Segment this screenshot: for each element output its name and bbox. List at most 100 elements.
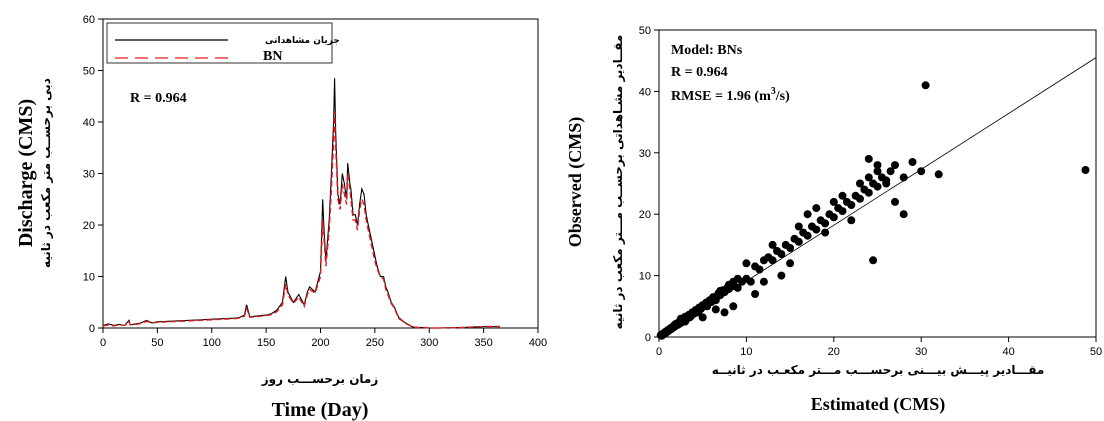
left-xtick-label: 0 [100,337,106,349]
right-xtick-label: 10 [740,346,752,358]
scatter-points [656,81,1090,340]
left-ytick-label: 60 [83,14,95,26]
legend-observed-label: جریان مشاهداتی [265,36,340,46]
scatter-point [864,154,873,163]
right-ytick-label: 10 [639,271,651,283]
right-chart: 0 10 20 30 40 50 0 10 20 30 40 50 Model: BNs R = 0.… [565,25,1102,415]
observed-series-line [102,78,500,329]
scatter-point [755,265,764,274]
left-ytick-label: 50 [83,66,95,78]
scatter-point [711,296,720,305]
scatter-point [864,173,873,182]
legend-box [106,22,333,64]
scatter-point [934,170,943,179]
left-ytick-label: 10 [83,272,95,284]
scatter-point [829,197,838,206]
left-ylabel-fa: دبی برحســب متر مکعب در ثانیه [39,78,53,268]
rmse-unit-tail: /s) [775,89,790,104]
scatter-point [838,207,847,216]
left-xtick-label: 400 [529,337,547,349]
scatter-point [768,240,777,249]
rmse-text: RMSE = 1.96 (m [671,89,771,104]
scatter-point [869,256,878,265]
left-series-lines [102,78,500,329]
right-xtick-label: 50 [1090,346,1102,358]
left-xtick-label: 100 [203,337,221,349]
right-ytick-label: 50 [639,25,651,37]
right-annotation-model: Model: BNs [671,43,743,58]
scatter-point [670,320,679,329]
right-ytick-label: 20 [639,209,651,221]
scatter-point [1081,166,1090,174]
scatter-point [729,277,738,286]
scatter-point [812,204,821,213]
scatter-point [729,302,738,311]
right-ylabel-fa: مقــادیر مشـاهداتی برحســب مـــتر مکعب د… [611,35,625,330]
left-xtick-label: 250 [366,337,384,349]
scatter-point [917,167,926,176]
right-plot-frame [658,29,1097,338]
right-xlabel: Estimated (CMS) [811,394,945,415]
scatter-point [856,194,864,203]
left-annotation-r: R = 0.964 [130,91,187,106]
rmse-exponent: 3 [771,86,776,97]
scatter-point [742,259,751,268]
right-ylabel: Observed (CMS) [565,117,586,247]
bn-series-line [102,111,500,329]
scatter-point [733,283,742,292]
scatter-point [856,179,864,188]
scatter-point [873,167,882,176]
scatter-point [873,182,882,191]
scatter-point [847,201,856,209]
scatter-point [891,161,899,170]
scatter-point [908,158,917,166]
scatter-point [803,231,812,240]
left-ytick-label: 30 [83,169,95,181]
scatter-point [777,250,786,259]
scatter-point [821,228,830,237]
scatter-point [838,191,847,200]
left-xlabel: Time (Day) [272,399,369,421]
scatter-point [720,308,729,317]
scatter-point [829,213,838,222]
left-ytick-label: 40 [83,117,95,129]
right-xtick-label: 30 [915,346,927,358]
scatter-point [891,197,899,206]
scatter-point [921,81,930,90]
left-xlabel-fa: زمان برحســـب روز [261,372,379,387]
scatter-point [847,216,856,225]
left-xtick-label: 50 [151,337,163,349]
left-chart: 0 50 100 150 200 250 300 350 400 0 10 20 30 40 50 60 جر… [15,14,547,421]
left-ytick-label: 0 [89,323,95,335]
left-ylabel: Discharge (CMS) [15,99,37,247]
right-xtick-label: 0 [656,346,662,358]
scatter-point [886,167,895,176]
scatter-point [864,188,873,197]
right-xtick-label: 40 [1002,346,1014,358]
left-xtick-label: 200 [311,337,329,349]
right-ytick-label: 0 [645,332,651,344]
scatter-point [751,290,760,298]
scatter-point [786,244,795,252]
scatter-point [794,237,803,246]
left-axis-ticks: 0 50 100 150 200 250 300 350 400 0 10 20 30 40 50 60 [83,14,547,349]
right-annotation-r: R = 0.964 [671,65,728,80]
left-xtick-label: 150 [257,337,275,349]
scatter-point [694,308,703,317]
scatter-point [759,277,768,286]
scatter-point [812,225,821,234]
scatter-point [711,305,720,314]
scatter-point [768,256,777,265]
scatter-point [703,302,712,311]
right-ytick-label: 30 [639,148,651,160]
scatter-point [786,259,795,268]
right-xlabel-fa: مقـــادیر پیـــش بیـــنی برحســـب مـــتر… [712,363,1045,377]
left-ytick-label: 20 [83,220,95,232]
left-xtick-label: 300 [420,337,438,349]
left-legend: جریان مشاهداتی BN [106,22,340,64]
right-xtick-label: 20 [828,346,840,358]
right-ytick-label: 40 [639,86,651,98]
legend-bn-label: BN [263,49,282,64]
scatter-point [899,210,908,219]
